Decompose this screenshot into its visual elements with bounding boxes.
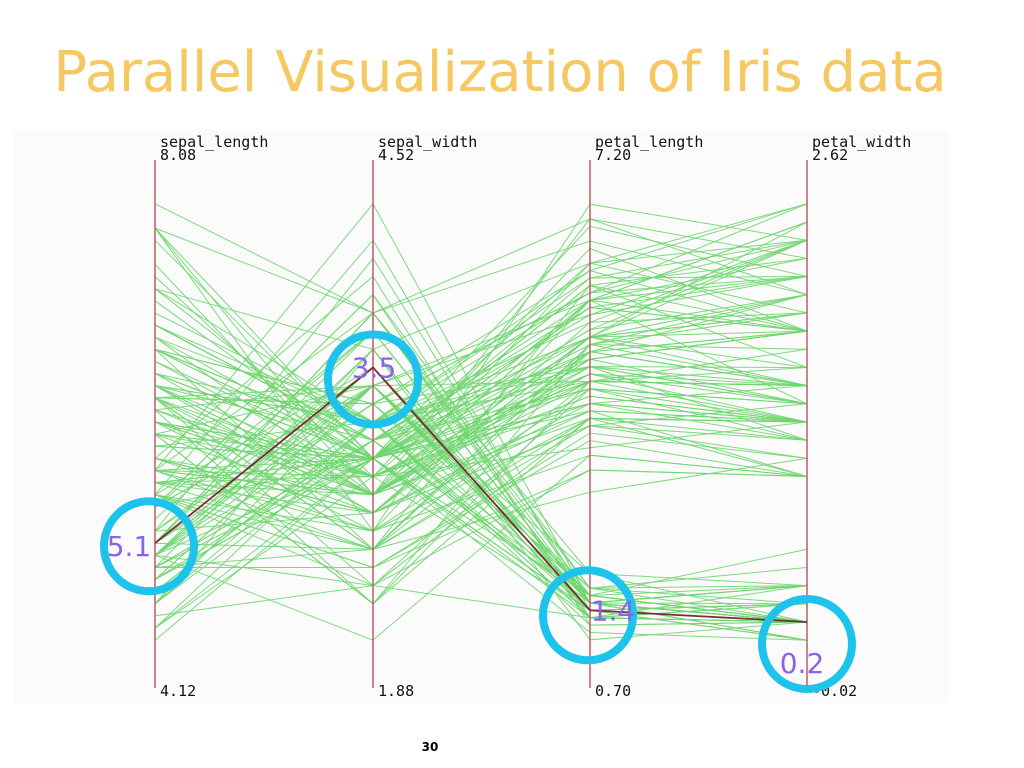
callout-value: 0.2 (780, 647, 825, 680)
data-line (154, 410, 808, 496)
data-line (154, 306, 808, 441)
axis-name: petal_length (595, 133, 703, 151)
data-line (154, 402, 808, 471)
data-line (154, 312, 808, 514)
data-line (154, 457, 808, 550)
callout-circle (324, 330, 422, 429)
axis-name: sepal_width (378, 133, 477, 151)
axis-max-label: 8.08 (160, 146, 196, 164)
data-line (154, 312, 808, 514)
data-line (154, 360, 808, 478)
highlighted-line (154, 366, 808, 623)
axis-max-label: 2.62 (812, 146, 848, 164)
data-line (154, 439, 808, 623)
data-line (154, 203, 808, 405)
data-line (154, 284, 808, 460)
data-line (154, 203, 808, 314)
highlight-layer (154, 366, 808, 623)
data-line (154, 218, 808, 496)
data-line (154, 366, 808, 597)
data-line (154, 469, 808, 587)
callout-value: 3.5 (352, 351, 397, 384)
slide-title: Parallel Visualization of Iris data (53, 40, 947, 105)
data-line (154, 239, 808, 411)
data-line (154, 312, 808, 623)
data-line (154, 312, 808, 550)
data-line (154, 348, 808, 641)
data-line (154, 203, 808, 350)
callout-circle (758, 595, 856, 693)
data-line (154, 421, 808, 629)
axis-name: petal_width (812, 133, 911, 151)
data-line (154, 395, 808, 478)
data-line (154, 227, 808, 460)
callout-circle (100, 497, 198, 596)
axis-min-label: 1.88 (378, 682, 414, 700)
data-line (154, 457, 808, 641)
page-number: 30 (421, 740, 439, 754)
data-line (154, 203, 808, 405)
data-line (154, 439, 808, 623)
data-line (154, 330, 808, 459)
data-line (154, 294, 808, 496)
data-line (154, 294, 808, 459)
data-line (154, 343, 808, 605)
axis-min-label: 0.70 (595, 682, 631, 700)
data-line (154, 299, 808, 532)
callouts: 5.1 3.5 1.4 0.2 (100, 330, 856, 693)
data-line (154, 454, 808, 532)
data-line (154, 330, 808, 459)
data-line (154, 585, 808, 619)
data-line (154, 221, 808, 441)
axis-max-label: 7.20 (595, 146, 631, 164)
data-lines (154, 202, 808, 641)
data-line (154, 388, 808, 532)
axis-name: sepal_length (160, 133, 268, 151)
callout-value: 1.4 (591, 594, 636, 627)
callout-value: 5.1 (107, 530, 152, 563)
data-line (154, 239, 808, 441)
axis-min-label: 4.12 (160, 682, 196, 700)
data-line (154, 439, 808, 569)
data-line (154, 439, 808, 623)
axis-max-label: 4.52 (378, 146, 414, 164)
callout-circle (539, 566, 637, 665)
data-line (154, 417, 808, 550)
data-line (154, 388, 808, 587)
data-line (154, 330, 808, 623)
data-line (154, 218, 808, 314)
data-line (154, 270, 808, 423)
